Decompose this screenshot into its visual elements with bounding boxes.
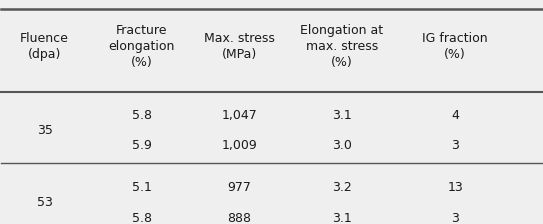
Text: 3.0: 3.0	[332, 139, 352, 152]
Text: 4: 4	[451, 109, 459, 123]
Text: 1,009: 1,009	[221, 139, 257, 152]
Text: 888: 888	[227, 212, 251, 224]
Text: 5.9: 5.9	[132, 139, 152, 152]
Text: 5.1: 5.1	[132, 181, 152, 194]
Text: 3.2: 3.2	[332, 181, 352, 194]
Text: 977: 977	[227, 181, 251, 194]
Text: Fracture
elongation
(%): Fracture elongation (%)	[109, 24, 175, 69]
Text: Max. stress
(MPa): Max. stress (MPa)	[204, 32, 275, 61]
Text: IG fraction
(%): IG fraction (%)	[422, 32, 488, 61]
Text: 3.1: 3.1	[332, 109, 352, 123]
Text: Elongation at
max. stress
(%): Elongation at max. stress (%)	[300, 24, 383, 69]
Text: 5.8: 5.8	[132, 109, 152, 123]
Text: 3: 3	[451, 139, 459, 152]
Text: 3: 3	[451, 212, 459, 224]
Text: Fluence
(dpa): Fluence (dpa)	[20, 32, 69, 61]
Text: 35: 35	[37, 124, 53, 137]
Text: 53: 53	[37, 196, 53, 209]
Text: 5.8: 5.8	[132, 212, 152, 224]
Text: 13: 13	[447, 181, 463, 194]
Text: 1,047: 1,047	[221, 109, 257, 123]
Text: 3.1: 3.1	[332, 212, 352, 224]
